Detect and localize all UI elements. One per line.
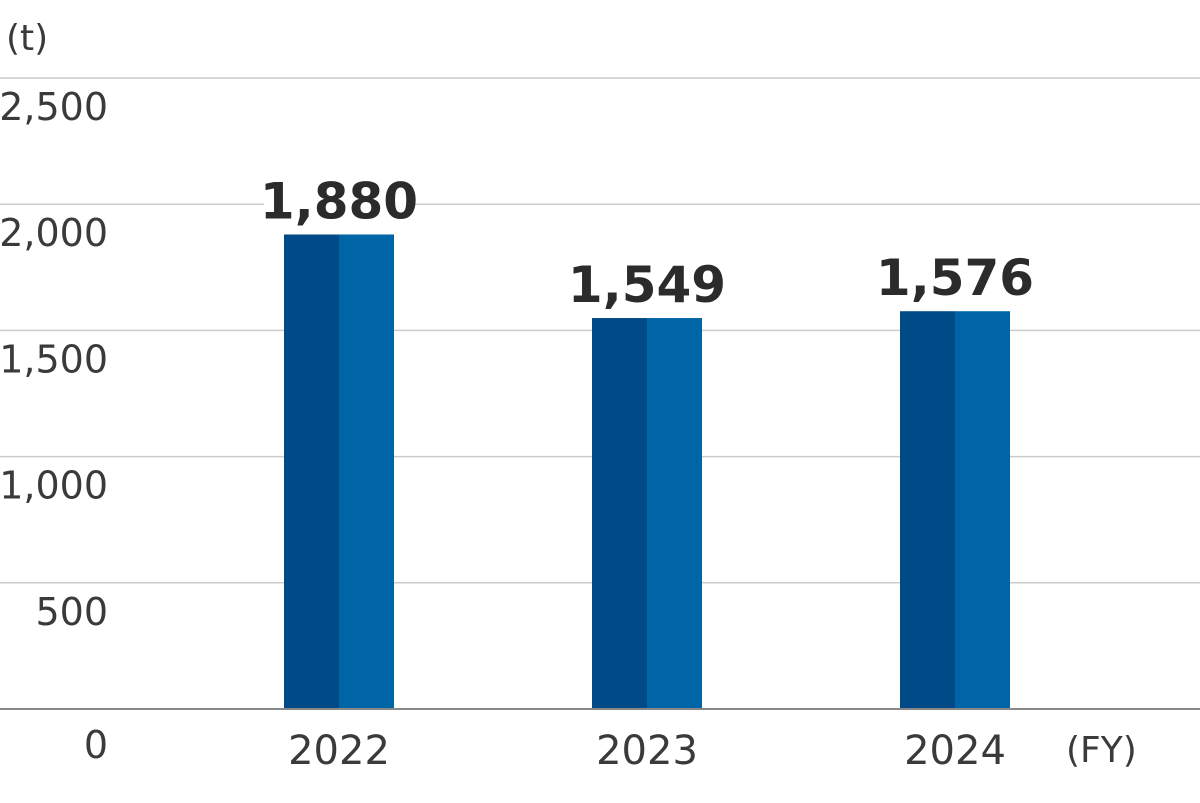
data-label: 1,549 [568,256,726,314]
bar-left-half [900,311,955,709]
data-label-background [880,253,1030,304]
data-label: 1,576 [876,249,1034,307]
bar-2022 [284,234,394,709]
y-tick-label: 1,000 [0,464,108,508]
data-label-background [572,260,722,311]
y-tick-label: 1,500 [0,337,108,381]
bar-right-half [955,311,1010,709]
bars [284,234,1010,709]
y-tick-label: 0 [84,723,108,767]
x-axis-unit-label: (FY) [1066,730,1137,771]
y-tick-label: 500 [35,590,108,634]
bar-right-half [339,234,394,709]
x-tick-label: 2023 [596,728,698,774]
data-labels: 1,880 1,549 1,576 [260,172,1034,314]
bar-left-half [592,318,647,709]
bar-2024 [900,311,1010,709]
data-label-background [264,176,414,227]
bar-2023 [592,318,702,709]
data-label: 1,880 [260,172,418,230]
y-tick-label: 2,000 [0,211,108,255]
x-axis-tick-labels: 2022 2023 2024 [288,728,1006,774]
bar-left-half [284,234,339,709]
y-tick-label: 2,500 [0,85,108,129]
y-axis-unit-label: (t) [6,18,48,59]
bar-right-half [647,318,702,709]
x-tick-label: 2024 [904,728,1006,774]
x-tick-label: 2022 [288,728,390,774]
y-axis-tick-labels: 0 500 1,000 1,500 2,000 2,500 [0,85,108,767]
